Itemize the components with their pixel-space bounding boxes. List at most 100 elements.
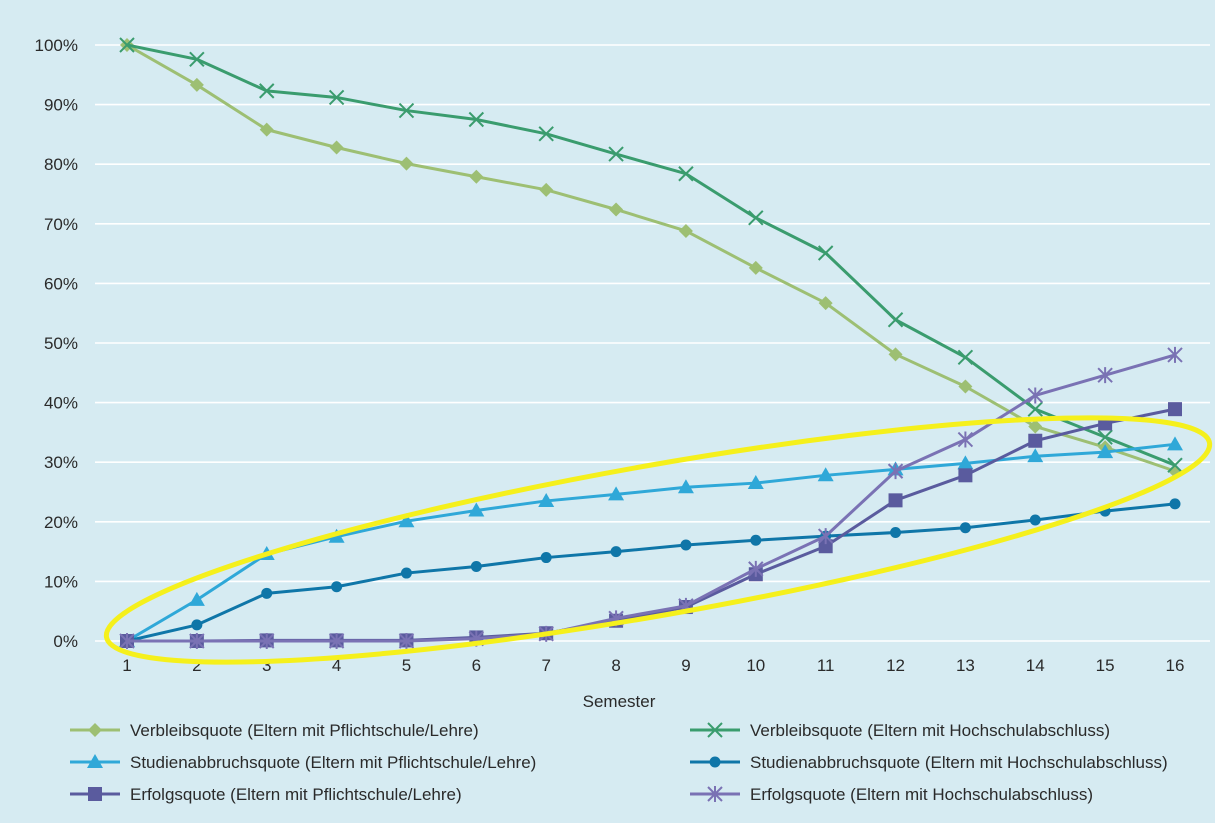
series-line (126, 43, 1176, 473)
data-point (680, 539, 692, 551)
data-point (261, 587, 273, 599)
data-point (331, 581, 343, 593)
data-point (468, 111, 485, 128)
x-tick-label: 3 (262, 656, 271, 675)
y-tick-label: 100% (35, 36, 78, 55)
grid (95, 44, 1210, 642)
x-tick-label: 9 (681, 656, 690, 675)
legend-label: Studienabbruchsquote (Eltern mit Hochsch… (750, 753, 1168, 772)
data-point (189, 633, 205, 649)
legend: Verbleibsquote (Eltern mit Pflichtschule… (70, 721, 1168, 804)
x-tick-label: 15 (1096, 656, 1115, 675)
data-point (259, 83, 275, 99)
y-tick-label: 20% (44, 513, 78, 532)
data-point (959, 522, 971, 534)
data-point (188, 591, 205, 606)
data-point (539, 182, 554, 197)
legend-entry: Verbleibsquote (Eltern mit Hochschulabsc… (690, 721, 1110, 740)
legend-label: Verbleibsquote (Eltern mit Pflichtschule… (130, 721, 479, 740)
y-tick-label: 70% (44, 215, 78, 234)
legend-entry: Verbleibsquote (Eltern mit Pflichtschule… (70, 721, 479, 740)
data-point (398, 102, 415, 119)
legend-entry: Studienabbruchsquote (Eltern mit Hochsch… (690, 753, 1168, 772)
data-point (1169, 498, 1181, 510)
data-point (191, 619, 203, 631)
legend-marker (88, 723, 102, 737)
x-tick-label: 4 (332, 656, 341, 675)
data-point (470, 561, 482, 572)
data-point (259, 633, 275, 649)
legend-marker (87, 754, 103, 768)
x-tick-label: 8 (611, 656, 620, 675)
y-tick-label: 40% (44, 394, 78, 413)
x-tick-label: 11 (817, 656, 835, 675)
y-axis-ticks: 0% 10% 20% 30% 40% 50% 60% 70% 80% 90% 100% (35, 36, 78, 651)
data-point (887, 312, 904, 328)
data-point (1027, 448, 1044, 463)
series-4 (121, 498, 1181, 647)
y-tick-label: 80% (44, 155, 78, 174)
legend-marker (709, 756, 721, 768)
data-point (818, 539, 833, 554)
data-point (608, 146, 624, 162)
x-tick-label: 5 (402, 656, 411, 675)
legend-entry: Studienabbruchsquote (Eltern mit Pflicht… (70, 753, 536, 772)
series-line (127, 407, 1176, 643)
data-point (748, 560, 764, 577)
y-tick-label: 50% (44, 334, 78, 353)
legend-marker (707, 786, 723, 802)
data-point (398, 633, 415, 649)
data-point (468, 502, 485, 517)
data-point (887, 463, 904, 480)
x-tick-label: 14 (1026, 656, 1045, 675)
data-point (119, 633, 135, 649)
data-point (400, 567, 412, 579)
x-tick-label: 10 (746, 656, 765, 675)
data-point (747, 475, 764, 490)
x-tick-label: 7 (541, 656, 550, 675)
data-point (677, 479, 694, 494)
data-point (540, 552, 552, 564)
series-line (126, 43, 1176, 467)
data-point (750, 534, 762, 546)
data-point (1029, 514, 1041, 526)
data-point (817, 528, 834, 545)
data-point (189, 51, 205, 68)
data-point (1097, 367, 1113, 384)
x-tick-label: 1 (122, 656, 131, 675)
data-point (817, 467, 834, 482)
highlight-ellipse (103, 415, 1213, 665)
y-tick-label: 10% (44, 572, 78, 591)
data-point (398, 513, 415, 528)
series-1 (120, 38, 1182, 479)
data-point (888, 347, 903, 362)
data-point (1167, 436, 1183, 451)
data-point (609, 202, 624, 217)
data-point (958, 468, 973, 483)
data-point (957, 349, 974, 366)
data-point (888, 493, 903, 508)
data-point (259, 122, 274, 137)
series-6 (119, 346, 1183, 649)
data-point (538, 492, 555, 507)
x-tick-label: 6 (472, 656, 481, 675)
y-tick-label: 0% (53, 632, 78, 651)
data-point (119, 37, 135, 53)
data-point (957, 431, 974, 448)
series-2 (119, 37, 1183, 473)
series (119, 37, 1183, 649)
data-point (328, 89, 345, 106)
data-point (678, 166, 694, 182)
x-axis-title: Semester (583, 692, 656, 711)
data-point (678, 223, 693, 238)
data-point (957, 455, 974, 470)
x-tick-label: 12 (886, 656, 905, 675)
data-point (748, 260, 763, 275)
legend-entry: Erfolgsquote (Eltern mit Pflichtschule/L… (70, 785, 462, 804)
data-point (610, 546, 622, 558)
x-axis-ticks: 1 2 3 4 5 6 7 8 9 10 11 12 13 14 15 16 (122, 656, 1184, 675)
x-tick-label: 2 (192, 656, 201, 675)
x-tick-label: 16 (1166, 656, 1185, 675)
legend-label: Verbleibsquote (Eltern mit Hochschulabsc… (750, 721, 1110, 740)
